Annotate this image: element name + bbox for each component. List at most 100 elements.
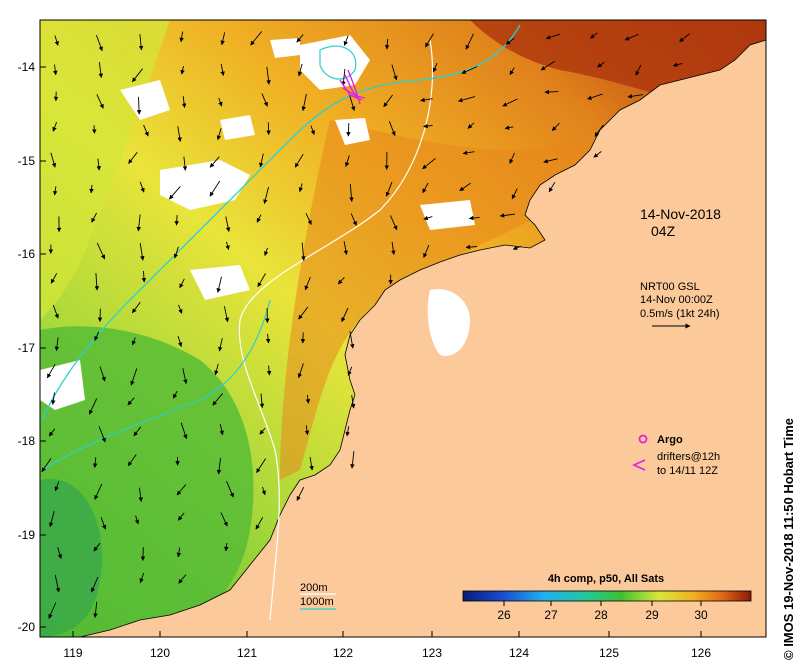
current-vector-arrow — [97, 308, 103, 323]
current-vector-arrow — [139, 242, 145, 261]
current-vector-arrow — [509, 67, 515, 76]
current-vector-arrow — [96, 94, 104, 109]
current-vector-arrow — [548, 181, 556, 193]
current-vector-arrow — [134, 515, 140, 525]
drifter-tracks — [339, 69, 366, 105]
king-sound — [427, 289, 470, 356]
current-vector-arrow — [177, 126, 182, 142]
current-vector-arrow — [133, 426, 142, 437]
lon-tick-label: 122 — [333, 646, 353, 660]
colorbar-tick-label: 27 — [544, 608, 558, 622]
current-vector-arrow — [220, 32, 226, 46]
current-vector-arrow — [544, 89, 559, 95]
current-vector-arrow — [216, 276, 222, 293]
current-vector-arrow — [297, 63, 303, 77]
colorbar-tick-label: 26 — [497, 608, 511, 622]
current-vector-arrow — [173, 246, 179, 259]
current-vector-arrow — [423, 244, 430, 259]
current-vector-arrow — [266, 66, 271, 85]
current-vector-arrow — [296, 34, 304, 43]
current-vector-arrow — [96, 158, 101, 171]
current-vector-arrow — [679, 33, 690, 43]
current-vector-arrow — [140, 547, 146, 561]
current-vector-arrow — [169, 186, 181, 200]
lon-tick-label: 123 — [422, 646, 442, 660]
current-vector-arrow — [465, 244, 478, 250]
current-vector-arrow — [348, 94, 356, 112]
lat-tick-label: -17 — [18, 341, 36, 355]
current-vector-arrow — [298, 306, 309, 320]
current-vector-arrow — [635, 64, 642, 76]
time-label: 04Z — [651, 223, 676, 239]
current-vector-arrow — [391, 64, 398, 81]
drifters-label-line2: to 14/11 12Z — [657, 465, 718, 477]
current-vector-arrow — [465, 33, 474, 50]
current-vector-arrow — [347, 366, 353, 376]
current-vector-arrow — [502, 98, 518, 107]
current-vector-arrow — [266, 365, 272, 376]
current-vector-arrow — [50, 152, 57, 168]
isobath-200m-line — [238, 39, 434, 621]
lat-tick-label: -16 — [18, 247, 36, 261]
current-vector-arrow — [182, 156, 188, 171]
lon-tick-label: 121 — [237, 646, 257, 660]
current-vector-arrow — [304, 425, 310, 436]
colorbar: 4h comp, p50, All Sats 26 27 28 29 30 — [462, 573, 752, 622]
current-vector-arrow — [93, 601, 98, 618]
current-vector-arrow — [131, 301, 141, 314]
current-vector-arrow — [298, 183, 304, 193]
current-vector-arrow — [54, 575, 61, 593]
drifter-marker-icon — [632, 459, 646, 471]
currents-model-label: NRT00 GSL — [640, 281, 700, 293]
current-vector-arrow — [91, 212, 97, 223]
current-vector-arrow — [504, 125, 514, 130]
current-vector-arrow — [181, 96, 187, 109]
current-vector-arrow — [141, 270, 147, 283]
current-vector-arrow — [54, 35, 59, 46]
current-vector-arrow — [349, 330, 355, 349]
current-vector-arrow — [143, 124, 149, 137]
current-vector-arrow — [297, 363, 304, 379]
current-vector-arrow — [177, 335, 183, 348]
argo-legend: Argo — [638, 434, 683, 446]
current-vector-arrow — [91, 576, 99, 593]
current-vector-arrow — [209, 156, 220, 168]
current-vector-arrow — [88, 398, 98, 415]
current-vector-arrow — [341, 307, 349, 323]
current-vector-arrow — [461, 66, 478, 74]
current-vector-arrow — [346, 122, 351, 137]
current-vector-arrow — [52, 186, 58, 196]
current-vector-arrow — [130, 368, 138, 386]
current-vector-arrow — [218, 97, 223, 107]
current-vector-arrow — [94, 331, 100, 341]
map-panel[interactable] — [40, 20, 766, 637]
colorbar-title: 4h comp, p50, All Sats — [548, 573, 664, 585]
current-vector-arrow — [48, 510, 55, 528]
current-vector-arrow — [136, 214, 141, 232]
current-vector-arrow — [258, 153, 264, 168]
current-vector-arrow — [51, 392, 56, 405]
colorbar-tick-label: 29 — [645, 608, 659, 622]
current-vector-arrow — [180, 422, 188, 440]
current-vector-arrow — [261, 93, 268, 107]
current-vector-arrow — [128, 152, 138, 164]
current-vector-arrow — [305, 394, 311, 404]
current-vector-arrow — [350, 451, 355, 469]
current-vector-arrow — [304, 276, 311, 291]
cloud-mask — [40, 35, 475, 410]
current-vector-arrow — [216, 128, 222, 141]
current-vector-arrow — [462, 150, 475, 156]
current-vector-arrow — [224, 542, 229, 552]
current-vector-arrow — [389, 215, 398, 231]
current-vector-arrow — [257, 273, 266, 288]
current-vector-arrow — [467, 122, 475, 129]
current-vector-arrow — [94, 272, 100, 291]
isobath-1000m-loop — [319, 45, 357, 80]
current-vector-arrow — [385, 181, 393, 197]
current-vector-arrow — [337, 276, 345, 285]
current-vector-arrow — [349, 183, 354, 202]
current-vector-arrow — [54, 337, 60, 352]
current-vector-arrow — [138, 487, 143, 502]
colorbar-ticks: 26 27 28 29 30 — [497, 601, 708, 622]
current-vector-arrow — [391, 241, 396, 256]
